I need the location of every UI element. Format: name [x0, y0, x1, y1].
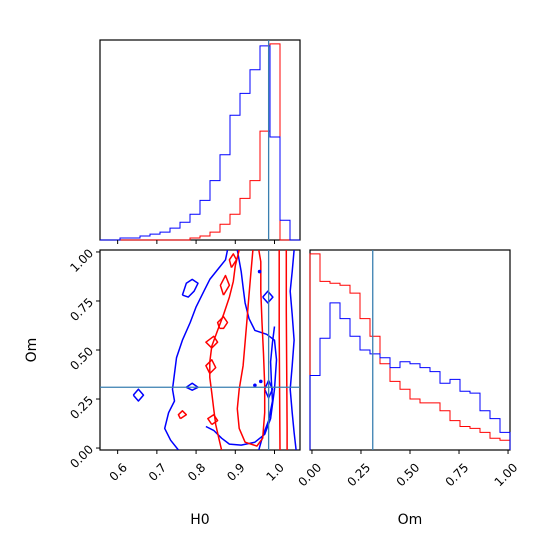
- contour-red: [205, 335, 219, 349]
- contour-red: [207, 413, 219, 426]
- joint-y-tick-label: 1.00: [67, 246, 96, 275]
- marginal-om-frame: [309, 249, 511, 451]
- om-x-tick-label: 0.75: [443, 460, 472, 489]
- joint-y-tick-label: 0.75: [67, 295, 96, 324]
- contour-red: [236, 250, 266, 447]
- contour-red: [205, 359, 217, 375]
- joint-x-tick-label: 0.8: [185, 460, 208, 483]
- y-axis-title-om: Om: [24, 338, 40, 363]
- joint-contours: [100, 250, 300, 450]
- om-histogram-red: [309, 253, 511, 450]
- om-histogram-blue: [309, 302, 511, 450]
- contour-red: [285, 250, 288, 450]
- contour-blue: [163, 250, 229, 450]
- contour-red: [228, 253, 238, 269]
- x-axis-title-om: Om: [398, 512, 423, 528]
- om-x-tick-label: 0.50: [394, 460, 423, 489]
- om-x-tick-label: 0.00: [296, 460, 325, 489]
- contour-red: [278, 250, 281, 450]
- marginal-om-panel: 0.00 0.25 0.50 0.75 1.00: [296, 249, 521, 489]
- joint-x-tick-label: 0.6: [107, 460, 130, 483]
- contour-blue: [289, 250, 297, 450]
- x-axis-title-h0: H0: [190, 512, 209, 528]
- om-x-tick-label: 0.25: [345, 460, 374, 489]
- joint-x-tick-label: 0.9: [224, 460, 247, 483]
- contour-blue: [205, 250, 278, 446]
- sample-dot-blue: [258, 379, 263, 384]
- contour-red: [219, 274, 231, 296]
- sample-dot-blue: [257, 269, 262, 274]
- sample-dot-blue: [253, 383, 257, 388]
- joint-y-tick-label: 0.25: [67, 393, 96, 422]
- om-x-tick-label: 1.00: [492, 460, 521, 489]
- joint-x-tick-label: 0.7: [146, 460, 169, 483]
- contour-red: [177, 410, 188, 420]
- contour-blue: [181, 278, 199, 298]
- marginal-h0-panel: [99, 39, 301, 244]
- contour-blue: [262, 290, 274, 304]
- joint-frame: [99, 249, 301, 451]
- joint-y-tick-label: 0.50: [67, 344, 96, 373]
- contour-blue: [264, 379, 274, 399]
- joint-panel: 0.6 0.7 0.8 0.9 1.0 0.00 0.25 0.50 0.75 1.00: [67, 246, 301, 484]
- contour-red: [216, 315, 229, 330]
- joint-x-tick-label: 1.0: [263, 460, 286, 483]
- joint-y-tick-label: 0.00: [67, 442, 96, 471]
- contour-blue: [132, 388, 145, 402]
